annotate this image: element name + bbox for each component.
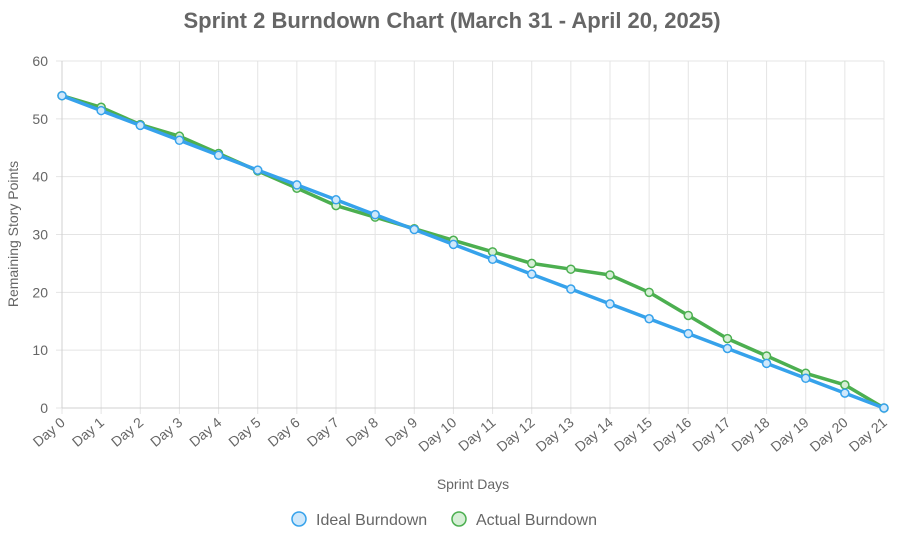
chart-title: Sprint 2 Burndown Chart (March 31 - Apri… — [183, 8, 720, 33]
actual-burndown-point[interactable] — [722, 333, 733, 344]
ideal-burndown-point[interactable] — [252, 165, 263, 175]
y-axis-title: Remaining Story Points — [5, 161, 21, 307]
legend-label: Actual Burndown — [476, 512, 597, 529]
legend-marker — [451, 511, 467, 527]
x-tick-label: Day 13 — [533, 414, 577, 455]
ideal-burndown-point[interactable] — [840, 388, 850, 398]
actual-burndown-point[interactable] — [840, 380, 850, 390]
x-tick-label: Day 18 — [728, 414, 772, 455]
x-tick-label: Day 9 — [382, 414, 420, 450]
ideal-burndown-point[interactable] — [292, 180, 302, 190]
ideal-burndown-point[interactable] — [487, 254, 498, 265]
series-ideal-burndown — [57, 90, 889, 413]
x-tick-label: Day 2 — [108, 414, 146, 450]
x-tick-label: Day 10 — [415, 414, 459, 455]
x-tick-label: Day 3 — [147, 414, 185, 450]
ideal-burndown-point[interactable] — [683, 328, 694, 339]
actual-burndown-line — [60, 93, 886, 410]
x-tick-label: Day 5 — [225, 414, 263, 450]
grid-lines — [56, 60, 885, 414]
ideal-burndown-point[interactable] — [605, 299, 615, 309]
y-tick-label: 40 — [32, 169, 48, 185]
ideal-burndown-point[interactable] — [722, 343, 733, 354]
x-tick-label: Day 20 — [807, 414, 851, 455]
ideal-burndown-point[interactable] — [761, 358, 772, 369]
y-axis-ticks: 0 10 20 30 40 50 60 — [32, 53, 48, 416]
y-tick-label: 50 — [32, 111, 48, 127]
legend-item-ideal-burndown[interactable]: Ideal Burndown — [291, 511, 427, 529]
ideal-burndown-point[interactable] — [370, 209, 380, 220]
x-tick-label: Day 15 — [611, 414, 655, 455]
ideal-burndown-point[interactable] — [448, 239, 459, 250]
actual-burndown-point[interactable] — [526, 258, 537, 269]
x-tick-label: Day 19 — [767, 414, 811, 455]
x-axis-ticks: Day 0 Day 1 Day 2 Day 3 Day 4 Day 5 Day 6 Day 7… — [30, 414, 890, 455]
ideal-burndown-line — [60, 93, 886, 410]
legend-marker — [291, 511, 307, 527]
ideal-burndown-point[interactable] — [566, 284, 576, 294]
series-layer — [57, 90, 889, 413]
x-tick-label: Day 1 — [69, 414, 107, 450]
y-tick-label: 20 — [32, 284, 48, 300]
actual-burndown-point[interactable] — [683, 310, 694, 321]
ideal-burndown-point[interactable] — [174, 135, 185, 146]
x-tick-label: Day 16 — [650, 414, 694, 455]
ideal-burndown-point[interactable] — [644, 314, 654, 324]
x-tick-label: Day 11 — [455, 414, 499, 454]
actual-burndown-point[interactable] — [605, 270, 615, 280]
x-tick-label: Day 14 — [572, 414, 616, 455]
y-tick-label: 0 — [40, 400, 48, 416]
ideal-burndown-point[interactable] — [57, 90, 67, 101]
x-axis-title: Sprint Days — [437, 476, 509, 492]
x-tick-label: Day 8 — [343, 414, 381, 450]
ideal-burndown-point[interactable] — [331, 195, 341, 205]
y-tick-label: 30 — [32, 227, 48, 243]
actual-burndown-point[interactable] — [644, 287, 654, 298]
legend[interactable]: Ideal Burndown Actual Burndown — [291, 511, 597, 529]
ideal-burndown-point[interactable] — [879, 403, 889, 413]
x-tick-label: Day 17 — [689, 414, 733, 455]
ideal-burndown-point[interactable] — [135, 120, 146, 131]
x-tick-label: Day 12 — [493, 414, 537, 455]
x-tick-label: Day 0 — [30, 414, 68, 450]
ideal-burndown-point[interactable] — [96, 105, 106, 116]
x-tick-label: Day 7 — [304, 414, 342, 450]
ideal-burndown-point[interactable] — [409, 224, 420, 235]
legend-item-actual-burndown[interactable]: Actual Burndown — [451, 511, 597, 529]
x-tick-label: Day 4 — [186, 414, 224, 450]
x-tick-label: Day 6 — [264, 414, 302, 450]
y-tick-label: 60 — [32, 53, 48, 69]
actual-burndown-point[interactable] — [566, 264, 576, 274]
ideal-burndown-point[interactable] — [800, 373, 811, 384]
ideal-burndown-point[interactable] — [213, 150, 224, 160]
legend-label: Ideal Burndown — [316, 512, 427, 529]
y-tick-label: 10 — [32, 342, 48, 358]
ideal-burndown-point[interactable] — [526, 269, 537, 279]
x-tick-label: Day 21 — [846, 414, 890, 455]
